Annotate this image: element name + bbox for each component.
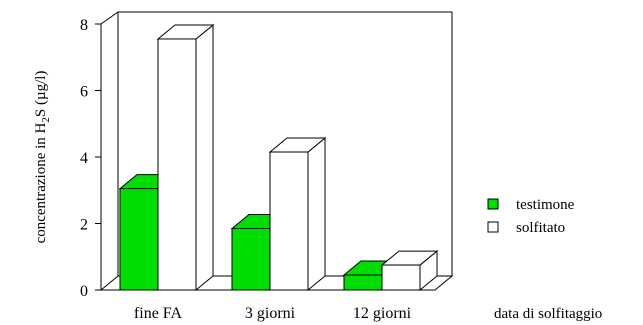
x-tick-label: fine FA	[134, 305, 183, 322]
legend-label-testimone: testimone	[516, 197, 575, 213]
bar-solfitato	[156, 23, 215, 292]
bar-front	[269, 151, 309, 291]
y-axis-title-unit: S (µg/l)	[33, 71, 49, 118]
bar-solfitato	[268, 136, 327, 292]
y-tick-label: 6	[80, 84, 88, 101]
x-tick-label: 12 giorni	[353, 305, 412, 322]
x-axis-title: data di solfitaggio	[494, 306, 602, 322]
category-labels: fine FA 3 giorni 12 giorni	[134, 305, 412, 322]
y-tick-label: 2	[80, 217, 88, 234]
back-wall-left-edge	[100, 11, 119, 25]
legend-swatch-testimone	[487, 198, 499, 210]
bars	[118, 23, 439, 292]
y-tick-label: 4	[80, 150, 88, 167]
y-axis-title-main: concentrazione in H	[33, 122, 49, 243]
y-tick-label: 0	[80, 283, 88, 300]
legend-swatch-solfitato	[487, 221, 499, 233]
x-tick-label: 3 giorni	[245, 305, 296, 322]
y-axis-title: concentrazione in H2S (µg/l)	[33, 71, 52, 244]
bar-side	[307, 136, 326, 292]
legend-label-solfitato: solfitato	[516, 220, 565, 236]
bar-front	[343, 274, 383, 291]
bar-side	[195, 23, 214, 292]
bar-solfitato	[380, 250, 439, 292]
bar-front	[119, 188, 159, 291]
y-axis-title-subscript: 2	[40, 117, 52, 123]
legend: testimone solfitato	[487, 197, 575, 236]
bar-front	[157, 38, 197, 291]
y-axis-ticks: 0 2 4 6 8	[80, 17, 101, 300]
y-tick-label: 8	[80, 17, 88, 34]
bar-front	[381, 264, 421, 291]
bar-front	[231, 227, 271, 291]
